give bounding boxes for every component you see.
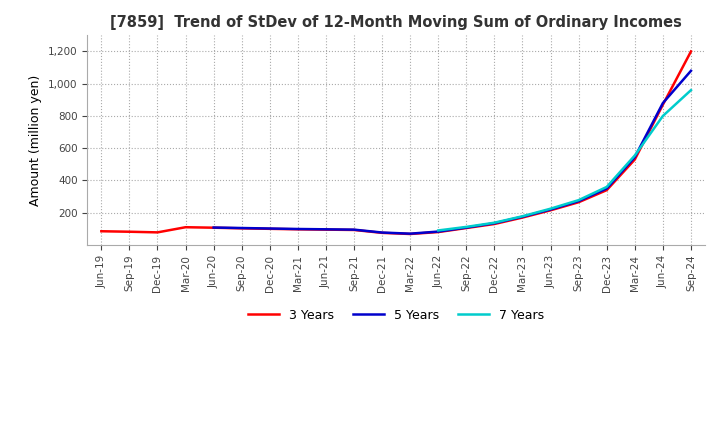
7 Years: [631, 153, 639, 158]
5 Years: [350, 227, 359, 232]
5 Years: [238, 225, 246, 231]
3 Years: [125, 229, 134, 235]
3 Years: [266, 226, 274, 231]
3 Years: [181, 224, 190, 230]
Title: [7859]  Trend of StDev of 12-Month Moving Sum of Ordinary Incomes: [7859] Trend of StDev of 12-Month Moving…: [110, 15, 682, 30]
Line: 5 Years: 5 Years: [214, 71, 691, 234]
3 Years: [687, 49, 696, 54]
5 Years: [687, 68, 696, 73]
3 Years: [603, 187, 611, 193]
3 Years: [97, 229, 106, 234]
Line: 7 Years: 7 Years: [438, 90, 691, 231]
Line: 3 Years: 3 Years: [102, 51, 691, 234]
5 Years: [462, 225, 471, 230]
7 Years: [518, 213, 527, 219]
3 Years: [546, 208, 555, 213]
3 Years: [238, 226, 246, 231]
3 Years: [153, 230, 162, 235]
5 Years: [406, 231, 415, 236]
7 Years: [462, 224, 471, 230]
5 Years: [518, 214, 527, 220]
3 Years: [518, 215, 527, 220]
3 Years: [631, 157, 639, 162]
5 Years: [434, 229, 443, 234]
3 Years: [575, 200, 583, 205]
5 Years: [575, 198, 583, 204]
5 Years: [266, 226, 274, 231]
3 Years: [490, 221, 499, 227]
3 Years: [434, 229, 443, 235]
3 Years: [350, 227, 359, 233]
5 Years: [546, 207, 555, 212]
3 Years: [462, 225, 471, 231]
7 Years: [603, 184, 611, 190]
5 Years: [631, 154, 639, 160]
7 Years: [687, 88, 696, 93]
7 Years: [546, 206, 555, 211]
7 Years: [434, 228, 443, 233]
5 Years: [659, 100, 667, 106]
3 Years: [210, 225, 218, 231]
5 Years: [490, 220, 499, 226]
3 Years: [294, 227, 302, 232]
3 Years: [406, 231, 415, 237]
3 Years: [322, 227, 330, 232]
5 Years: [322, 227, 330, 232]
3 Years: [378, 230, 387, 235]
5 Years: [378, 230, 387, 235]
7 Years: [659, 114, 667, 119]
7 Years: [490, 220, 499, 225]
Legend: 3 Years, 5 Years, 7 Years: 3 Years, 5 Years, 7 Years: [243, 304, 549, 327]
Y-axis label: Amount (million yen): Amount (million yen): [30, 74, 42, 206]
7 Years: [575, 198, 583, 203]
5 Years: [603, 186, 611, 191]
5 Years: [210, 225, 218, 230]
3 Years: [659, 102, 667, 107]
5 Years: [294, 226, 302, 231]
